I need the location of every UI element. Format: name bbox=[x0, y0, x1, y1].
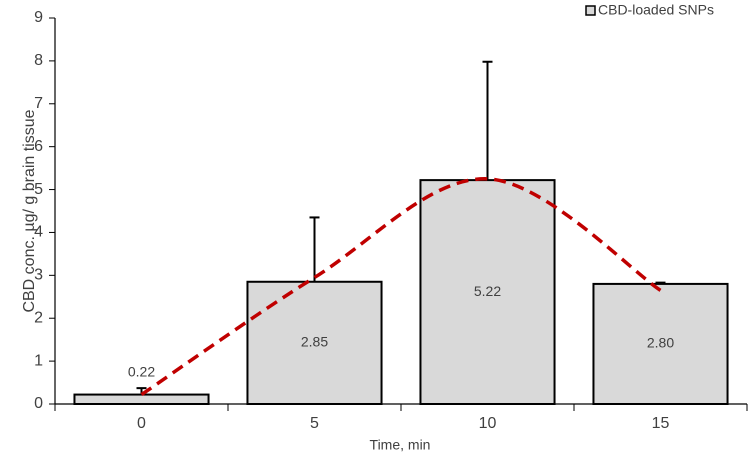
trend-line bbox=[140, 177, 662, 397]
y-axis-title: CBD conc. µg/ g brain tissue bbox=[21, 109, 38, 312]
y-tick-label: 0 bbox=[34, 395, 43, 412]
legend-label: CBD-loaded SNPs bbox=[598, 2, 714, 18]
y-tick-label: 8 bbox=[34, 52, 43, 69]
x-tick-label: 0 bbox=[137, 415, 146, 432]
bar bbox=[73, 393, 210, 406]
y-tick-label: 1 bbox=[34, 352, 43, 369]
y-tick-label: 3 bbox=[34, 267, 43, 284]
value-label: 5.22 bbox=[474, 283, 501, 299]
y-tick-label: 6 bbox=[34, 138, 43, 155]
x-axis-title: Time, min bbox=[370, 437, 431, 453]
x-tick-label: 15 bbox=[652, 415, 670, 432]
legend-swatch bbox=[585, 5, 596, 16]
y-tick-label: 9 bbox=[34, 9, 43, 26]
y-tick-label: 2 bbox=[34, 309, 43, 326]
y-tick-label: 7 bbox=[34, 95, 43, 112]
value-label: 2.80 bbox=[647, 335, 674, 351]
y-tick-label: 4 bbox=[34, 224, 43, 241]
value-label: 2.85 bbox=[301, 334, 328, 350]
y-tick-label: 5 bbox=[34, 181, 43, 198]
value-label: 0.22 bbox=[128, 363, 155, 379]
x-tick-label: 5 bbox=[310, 415, 319, 432]
x-tick-label: 10 bbox=[479, 415, 497, 432]
bar bbox=[246, 280, 383, 405]
